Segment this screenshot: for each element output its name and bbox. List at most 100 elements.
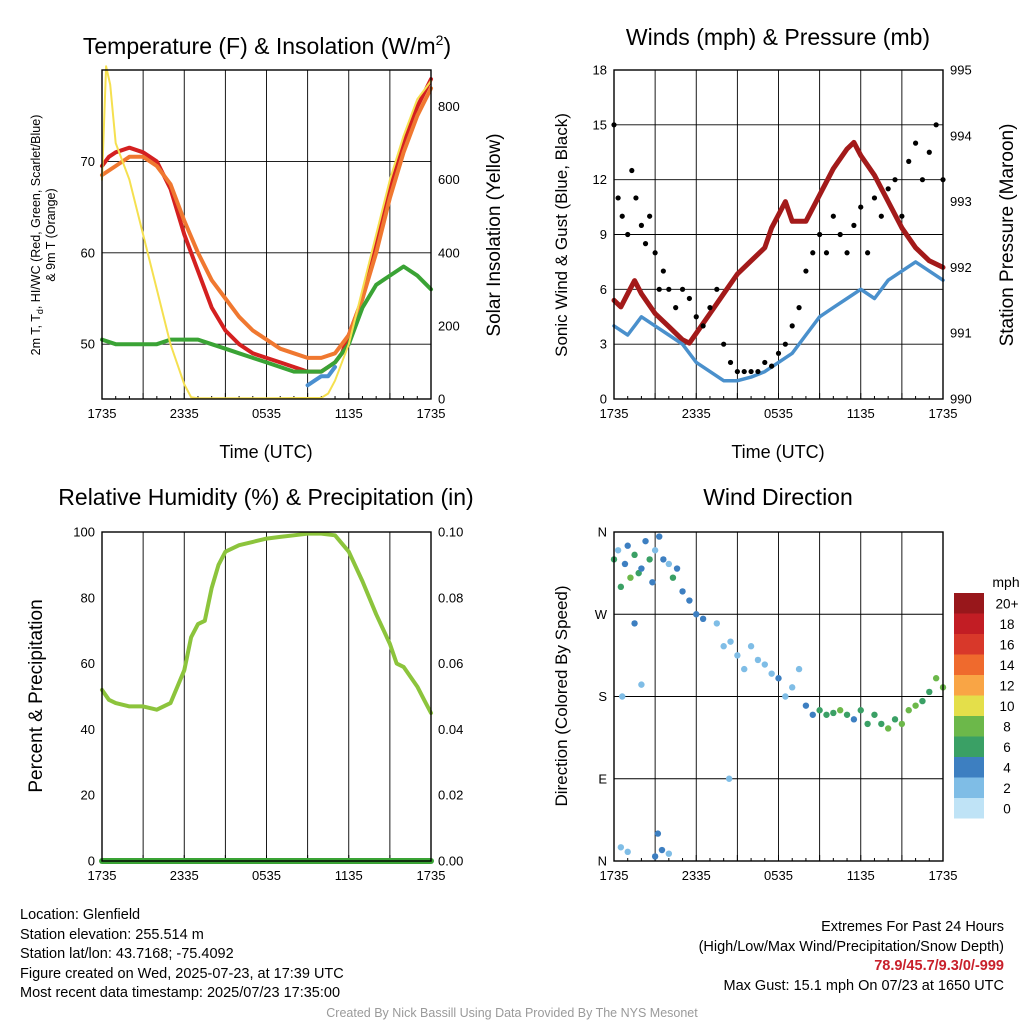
winds-ylabel-right: Station Pressure (Maroon) bbox=[997, 124, 1018, 347]
y-left-tick-label: W bbox=[595, 607, 608, 622]
x-tick-label: 1735 bbox=[88, 406, 117, 421]
y-right-tick-label: 0 bbox=[438, 392, 445, 407]
gust-point bbox=[660, 268, 666, 274]
colorbar-swatch bbox=[954, 716, 984, 737]
y-left-tick-label: 3 bbox=[600, 337, 607, 352]
colorbar-label: 20+ bbox=[996, 596, 1019, 611]
direction-point bbox=[617, 583, 625, 591]
direction-point bbox=[789, 684, 796, 691]
direction-point bbox=[926, 688, 933, 696]
direction-point bbox=[656, 533, 663, 540]
y-left-tick-label: N bbox=[598, 525, 607, 540]
colorbar-label: 14 bbox=[999, 658, 1015, 673]
y-left-tick-label: 9 bbox=[600, 227, 607, 242]
colorbar-swatch bbox=[954, 675, 984, 696]
y-left-tick-label: S bbox=[598, 689, 607, 704]
direction-point bbox=[679, 588, 686, 595]
colorbar-label: 18 bbox=[999, 617, 1014, 632]
direction-point bbox=[912, 702, 919, 709]
direction-point bbox=[725, 775, 733, 782]
series-line bbox=[611, 139, 946, 346]
gust-point bbox=[823, 250, 830, 256]
x-tick-label: 1135 bbox=[335, 406, 363, 421]
x-tick-label: 1735 bbox=[417, 406, 446, 421]
gust-point bbox=[741, 368, 747, 375]
y-right-tick-label: 992 bbox=[950, 260, 972, 275]
series-line bbox=[100, 531, 433, 715]
direction-point bbox=[816, 707, 823, 714]
y-right-tick-label: 400 bbox=[438, 245, 460, 260]
y-right-tick-label: 0.02 bbox=[438, 788, 463, 803]
humidity-panel: Relative Humidity (%) & Precipitation (i… bbox=[26, 484, 474, 883]
colorbar-title: mph bbox=[992, 574, 1019, 590]
gust-point bbox=[652, 250, 658, 256]
y-left-tick-label: N bbox=[598, 854, 607, 869]
y-right-tick-label: 0.04 bbox=[438, 722, 463, 737]
direction-point bbox=[631, 620, 638, 627]
colorbar-label: 0 bbox=[1003, 801, 1011, 816]
gust-point bbox=[892, 177, 898, 183]
colorbar: 0 2 4 6 8 10 12 14 16 18 20+ bbox=[954, 593, 1019, 819]
gust-point bbox=[755, 368, 761, 375]
direction-point bbox=[919, 697, 926, 705]
extremes-title: Extremes For Past 24 Hours bbox=[821, 919, 1004, 935]
direction-point bbox=[768, 670, 775, 677]
colorbar-swatch bbox=[954, 593, 984, 614]
x-tick-label: 2335 bbox=[682, 868, 711, 883]
direction-point bbox=[932, 675, 940, 682]
plot-border bbox=[613, 69, 944, 400]
direction-point bbox=[830, 709, 837, 717]
direction-point bbox=[673, 565, 681, 572]
direction-point bbox=[884, 725, 892, 732]
gust-point bbox=[817, 231, 823, 238]
gust-point bbox=[933, 122, 939, 128]
y-left-tick-label: 50 bbox=[81, 337, 95, 352]
temperature-panel: Temperature (F) & Insolation (W/m2) 1735… bbox=[29, 32, 505, 462]
gust-point bbox=[919, 177, 926, 183]
gust-point bbox=[633, 195, 639, 201]
y-left-tick-label: 20 bbox=[81, 788, 95, 803]
direction-point bbox=[864, 720, 871, 728]
direction-point bbox=[624, 848, 631, 856]
gust-point bbox=[830, 213, 836, 219]
colorbar-label: 4 bbox=[1003, 760, 1011, 775]
plot-border bbox=[613, 531, 944, 862]
direction-point bbox=[878, 720, 885, 728]
x-tick-label: 0535 bbox=[252, 406, 281, 421]
temperature-ylabel-left-line2: & 9m T (Orange) bbox=[44, 188, 58, 281]
gust-point bbox=[686, 295, 692, 302]
y-right-tick-label: 0.08 bbox=[438, 590, 463, 605]
direction-point bbox=[651, 853, 659, 860]
gust-point bbox=[721, 341, 727, 347]
gust-point bbox=[693, 314, 699, 320]
temperature-ylabel-left-line1: 2m T, Td, HI/WC (Red, Green, Scarlet/Blu… bbox=[29, 115, 45, 356]
temperature-title: Temperature (F) & Insolation (W/m2) bbox=[83, 32, 451, 59]
created-text: Figure created on Wed, 2025-07-23, at 17… bbox=[20, 965, 344, 982]
x-tick-label: 0535 bbox=[252, 868, 281, 883]
credit-text: Created By Nick Bassill Using Data Provi… bbox=[326, 1006, 698, 1020]
humidity-ylabel-left: Percent & Precipitation bbox=[26, 599, 47, 792]
y-right-tick-label: 991 bbox=[950, 326, 972, 341]
colorbar-swatch bbox=[954, 613, 984, 634]
plot-border bbox=[101, 531, 432, 862]
colorbar-swatch bbox=[954, 695, 984, 716]
direction-point bbox=[669, 574, 677, 581]
gust-point bbox=[625, 231, 631, 238]
gust-point bbox=[629, 167, 635, 174]
direction-point bbox=[782, 693, 789, 700]
winds-plot-area: 1735 2335 0535 1135 173503691215189909919929… bbox=[593, 63, 972, 422]
direction-point bbox=[654, 830, 662, 837]
gust-point bbox=[707, 305, 713, 311]
gust-point bbox=[796, 305, 802, 311]
gust-point bbox=[858, 204, 864, 210]
y-left-tick-label: 18 bbox=[593, 63, 607, 78]
gust-point bbox=[837, 231, 843, 238]
x-tick-label: 2335 bbox=[170, 406, 199, 421]
colorbar-label: 16 bbox=[999, 637, 1014, 652]
y-left-tick-label: 40 bbox=[81, 722, 95, 737]
gust-point bbox=[748, 368, 754, 375]
elevation-text: Station elevation: 255.514 m bbox=[20, 926, 204, 943]
location-text: Location: Glenfield bbox=[20, 907, 141, 923]
